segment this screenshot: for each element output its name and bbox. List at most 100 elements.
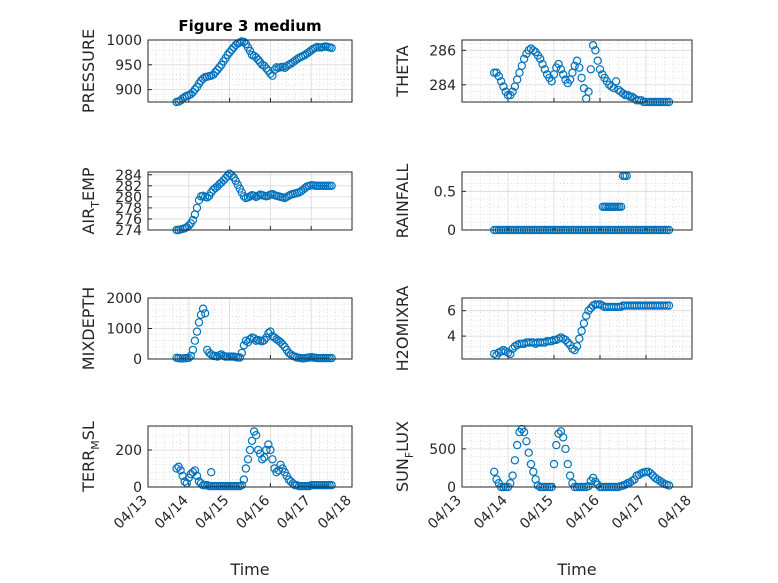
data-point	[192, 471, 202, 481]
data-point	[245, 445, 255, 455]
data-series	[172, 169, 336, 235]
y-axis-label: SUNFLUX	[393, 421, 416, 492]
data-point	[519, 427, 529, 437]
subplot-8: 0 500 SUNFLUX 04/13 04/14 04/15 04/16 04/17 04/1…	[393, 421, 695, 579]
data-point	[327, 481, 336, 490]
data-point	[625, 92, 635, 102]
data-point	[526, 459, 536, 469]
data-point	[577, 73, 586, 83]
data-point	[260, 335, 269, 345]
data-point	[563, 338, 573, 347]
data-point	[664, 481, 674, 490]
data-point	[254, 191, 263, 200]
xtick-label: 04/16	[233, 492, 273, 532]
xtick-label: 04/15	[517, 493, 557, 533]
data-point	[490, 467, 499, 476]
data-point	[231, 40, 240, 50]
data-point	[510, 456, 520, 465]
data-point	[617, 202, 626, 211]
ytick-label: 278	[115, 201, 142, 217]
ytick-label: 0	[133, 480, 142, 496]
axes-frame	[461, 171, 693, 231]
data-point	[634, 470, 644, 479]
data-point	[190, 336, 200, 345]
data-point	[188, 87, 198, 97]
data-point	[595, 65, 605, 74]
data-point	[278, 340, 287, 349]
data-point	[239, 37, 249, 47]
xtick-label: 04/13	[111, 493, 151, 533]
data-point	[496, 77, 506, 86]
data-point	[237, 481, 246, 490]
data-point	[198, 304, 208, 313]
data-point	[662, 301, 671, 310]
ytick-label: 200	[115, 443, 142, 459]
ytick-label: 900	[115, 83, 142, 99]
data-point	[260, 61, 269, 71]
subplot-6: 4 6 H2OMIXRA	[393, 286, 693, 372]
data-point	[272, 468, 281, 477]
y-axis-label: PRESSURE	[79, 29, 98, 113]
ytick-label: 4	[447, 329, 456, 345]
data-point	[213, 352, 222, 361]
data-point	[561, 444, 570, 454]
data-point	[506, 349, 515, 359]
data-point	[529, 467, 538, 476]
data-point	[268, 455, 277, 464]
data-point	[524, 448, 533, 457]
data-point	[641, 467, 651, 476]
data-point	[570, 61, 579, 71]
data-point	[202, 193, 212, 202]
ytick-label: 500	[429, 442, 456, 458]
data-point	[209, 70, 218, 79]
xtick-label: 04/18	[655, 493, 695, 533]
axes-frame	[461, 425, 693, 488]
subplot-1: 900 950 1000 Figure 3 medium PRESSURE	[79, 17, 353, 113]
data-point	[508, 471, 517, 480]
data-point	[565, 471, 575, 480]
data-point	[239, 192, 249, 201]
axes-frame	[147, 171, 353, 231]
data-point	[239, 475, 249, 484]
data-point	[192, 327, 202, 336]
data-point	[494, 71, 503, 81]
data-point	[584, 87, 593, 96]
data-point	[657, 478, 667, 487]
data-point	[227, 45, 236, 55]
y-axis-label: H2OMIXRA	[393, 286, 412, 372]
data-point	[247, 436, 257, 445]
ytick-label: 276	[115, 212, 142, 228]
data-point	[591, 46, 600, 55]
data-point	[251, 53, 261, 62]
data-point	[235, 353, 244, 362]
axes-frame	[461, 39, 693, 103]
data-point	[262, 445, 271, 455]
data-point	[292, 55, 302, 64]
data-point	[327, 181, 336, 190]
data-point	[254, 55, 263, 65]
xtick-label: 04/14	[152, 492, 192, 532]
data-point	[264, 440, 273, 449]
data-point	[190, 85, 200, 94]
data-point	[211, 67, 220, 77]
data-point	[513, 440, 522, 450]
data-point	[307, 46, 316, 55]
data-point	[577, 326, 586, 336]
data-point	[618, 89, 628, 98]
data-point	[188, 345, 198, 355]
data-point	[593, 56, 602, 65]
data-point	[327, 43, 336, 53]
subplot-2: 284 286 THETA	[393, 39, 693, 107]
data-point	[262, 64, 271, 73]
data-point	[268, 71, 277, 80]
data-point	[245, 335, 255, 344]
data-point	[540, 65, 550, 74]
axes-background	[462, 426, 692, 487]
data-point	[575, 334, 584, 343]
data-point	[327, 353, 336, 363]
data-point	[563, 459, 573, 469]
ytick-label: 6	[447, 304, 456, 320]
axes-frame	[147, 297, 353, 360]
ytick-label: 0	[447, 223, 456, 239]
